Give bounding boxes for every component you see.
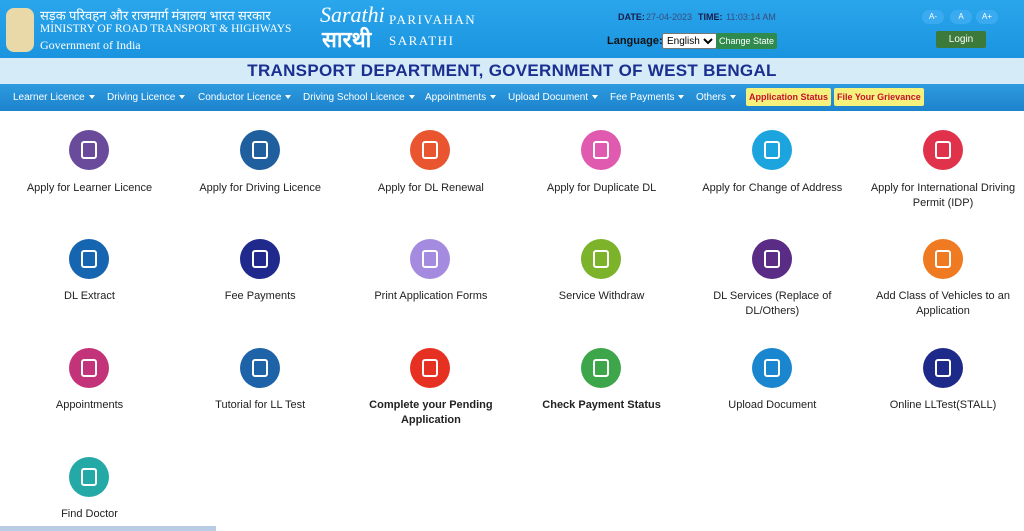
service-label[interactable]: Online LLTest(STALL) [889,399,997,411]
change-state-button[interactable]: Change State [716,33,778,49]
service-label[interactable]: Apply for International Driving Permit (… [870,182,1016,209]
service-icon[interactable] [69,239,109,279]
service-label[interactable]: Appointments [55,399,124,411]
service-label[interactable]: Apply for Duplicate DL [546,182,657,194]
banner: TRANSPORT DEPARTMENT, GOVERNMENT OF WEST… [0,58,1024,84]
language-select[interactable]: English [662,33,717,49]
portal-line1: PARIVAHAN [389,12,477,27]
scrollbar [0,526,216,531]
font-small-button[interactable]: A- [922,10,944,24]
service-icon[interactable] [239,239,280,279]
government: Government of India [40,38,141,52]
service-icon[interactable] [69,130,109,170]
service-label[interactable]: Check Payment Status [542,399,661,411]
login-button[interactable]: Login [936,31,986,48]
font-large-button[interactable]: A+ [976,10,998,24]
service-label[interactable]: Tutorial for LL Test [215,399,306,411]
service-icon[interactable] [751,239,792,279]
service-label[interactable]: Find Doctor [61,508,118,520]
service-label[interactable]: DL Extract [64,290,115,302]
service-icon[interactable] [922,130,963,170]
service-icon[interactable] [581,130,622,170]
header: सड़क परिवहन और राजमार्ग मंत्रालय भारत सर… [0,0,1024,58]
service-label[interactable]: Service Withdraw [558,290,645,302]
service-icon[interactable] [69,348,109,388]
nav-bar: Application Status File Your Grievance L… [0,84,1024,111]
service-icon[interactable] [922,239,963,279]
nav-menu[interactable]: Fee Payments [610,84,684,111]
date-label: DATE: [618,12,645,22]
service-label[interactable]: Apply for Driving Licence [199,182,322,194]
service-label[interactable]: Apply for DL Renewal [377,182,484,194]
service-label[interactable]: Fee Payments [224,290,296,302]
service-icon[interactable] [410,239,451,279]
service-label[interactable]: Apply for Change of Address [702,182,843,194]
service-label[interactable]: DL Services (Replace of DL/Others) [713,290,832,317]
logo-hindi: सारथी [322,27,372,52]
service-label[interactable]: Print Application Forms [374,290,488,302]
service-icon[interactable] [239,348,280,388]
service-label[interactable]: Upload Document [728,399,817,411]
service-icon[interactable] [751,130,792,170]
service-icon[interactable] [69,457,109,497]
time-label: TIME: [698,12,723,22]
service-icon[interactable] [581,348,622,388]
nav-menu[interactable]: Others [696,84,736,111]
ministry: MINISTRY OF ROAD TRANSPORT & HIGHWAYS [40,23,292,35]
service-icon[interactable] [410,130,451,170]
nav-menu[interactable]: Upload Document [508,84,598,111]
emblem [6,8,34,52]
portal-line2: SARATHI [389,33,455,48]
nav-menu[interactable]: Driving School Licence [303,84,415,111]
service-label[interactable]: Add Class of Vehicles to an Application [876,290,1010,317]
nav-menu[interactable]: Driving Licence [107,84,185,111]
service-icon[interactable] [581,239,622,279]
service-icon[interactable] [239,130,280,170]
nav-menu[interactable]: Appointments [425,84,496,111]
service-label[interactable]: Complete your Pending Application [369,399,493,426]
nav-menu[interactable]: Learner Licence [13,84,95,111]
grievance-button[interactable]: File Your Grievance [834,88,924,106]
service-icon[interactable] [410,348,451,388]
nav-menu[interactable]: Conductor Licence [198,84,291,111]
language-label: Language: [607,35,663,47]
application-status-button[interactable]: Application Status [746,88,832,106]
service-icon[interactable] [922,348,963,388]
service-icon[interactable] [751,348,792,388]
date: 27-04-2023 [646,12,693,22]
service-label[interactable]: Apply for Learner Licence [26,182,153,194]
font-normal-button[interactable]: A [950,10,972,24]
logo-script: Sarathi [320,2,385,27]
time: 11:03:14 AM [726,12,776,22]
ministry-hindi: सड़क परिवहन और राजमार्ग मंत्रालय भारत सर… [40,8,271,23]
